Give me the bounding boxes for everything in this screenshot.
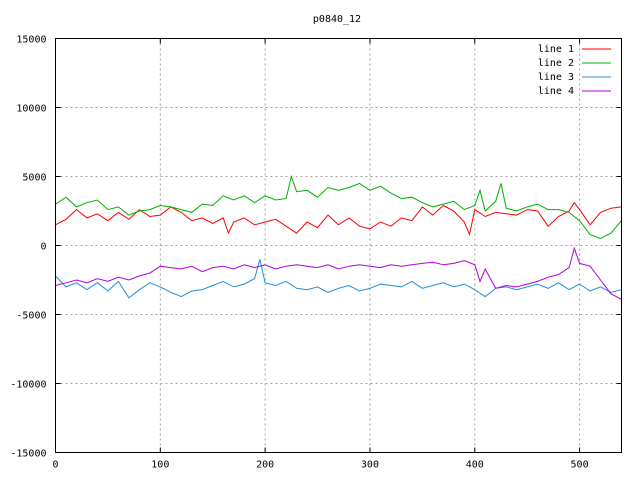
y-tick-label: 10000	[16, 104, 46, 115]
series-lines	[55, 174, 622, 300]
y-tick-label: 0	[40, 242, 46, 253]
legend-label: line 4	[538, 86, 574, 97]
series-line-2	[55, 174, 622, 240]
x-tick-label: 0	[52, 460, 58, 471]
series-line-3	[55, 259, 622, 299]
series-line-4	[55, 246, 622, 300]
x-tick-label: 300	[361, 460, 379, 471]
x-tick-label: 200	[256, 460, 274, 471]
x-tick-label: 500	[571, 460, 589, 471]
y-tick-label: 15000	[16, 35, 46, 46]
axis-ticks: 0 100 200 300 400 500 -15000 -10000 -5000 0 5000 10…	[10, 35, 622, 471]
chart-title: p0840_12	[313, 14, 361, 25]
y-tick-label: -15000	[10, 449, 46, 460]
y-tick-label: -5000	[16, 311, 46, 322]
x-tick-label: 400	[466, 460, 484, 471]
y-tick-label: -10000	[10, 380, 46, 391]
series-line-1	[55, 201, 622, 237]
x-tick-label: 100	[151, 460, 169, 471]
legend-label: line 1	[538, 44, 574, 55]
legend-label: line 3	[538, 72, 574, 83]
legend: line 1 line 2 line 3 line 4	[538, 44, 611, 97]
y-tick-label: 5000	[22, 173, 46, 184]
legend-label: line 2	[538, 58, 574, 69]
grid	[55, 38, 622, 453]
